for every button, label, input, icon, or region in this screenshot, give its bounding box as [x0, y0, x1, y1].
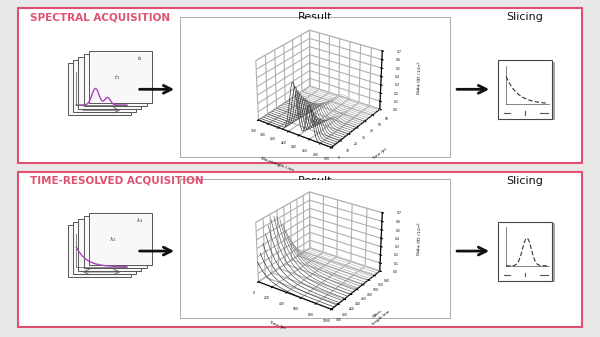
- Bar: [180, 179, 450, 318]
- Bar: [68, 63, 131, 115]
- X-axis label: Wavelength / nm: Wavelength / nm: [260, 156, 294, 172]
- Bar: [498, 222, 552, 280]
- Bar: [78, 57, 142, 109]
- Text: $\lambda_1$: $\lambda_1$: [109, 235, 116, 244]
- Text: $t_{2}$: $t_{2}$: [126, 61, 131, 69]
- X-axis label: Time /µs: Time /µs: [268, 320, 286, 331]
- Bar: [498, 60, 552, 119]
- Text: $\lambda_{2}$: $\lambda_{2}$: [125, 222, 132, 231]
- Bar: [68, 225, 131, 277]
- Bar: [73, 60, 136, 113]
- Y-axis label: Wave-
length /nm: Wave- length /nm: [368, 306, 391, 326]
- Bar: [18, 8, 582, 163]
- Text: Result: Result: [298, 176, 332, 186]
- Bar: [501, 62, 555, 121]
- Bar: [89, 213, 152, 265]
- Bar: [78, 219, 142, 271]
- Bar: [501, 223, 555, 282]
- Bar: [18, 172, 582, 327]
- Bar: [89, 51, 152, 103]
- Text: Slicing: Slicing: [506, 176, 544, 186]
- Text: $\lambda_{3}$: $\lambda_{3}$: [131, 219, 137, 228]
- Text: SPECTRAL ACQUISITION: SPECTRAL ACQUISITION: [30, 12, 170, 23]
- Text: $t_1$: $t_1$: [113, 73, 120, 82]
- Bar: [73, 222, 136, 274]
- Bar: [84, 54, 146, 106]
- Y-axis label: Time /µs: Time /µs: [371, 147, 388, 161]
- Bar: [84, 216, 146, 268]
- Text: $t_{4}$: $t_{4}$: [137, 55, 142, 63]
- Text: $t_{3}$: $t_{3}$: [131, 58, 137, 66]
- Text: Result: Result: [298, 12, 332, 23]
- Text: $\lambda_{4}$: $\lambda_{4}$: [136, 216, 143, 225]
- Text: TIME-RESOLVED ACQUISITION: TIME-RESOLVED ACQUISITION: [30, 176, 203, 186]
- Text: $\lambda_{1}$: $\lambda_{1}$: [120, 225, 127, 234]
- Bar: [180, 17, 450, 157]
- Text: Slicing: Slicing: [506, 12, 544, 23]
- Text: $t_{1}$: $t_{1}$: [121, 64, 126, 72]
